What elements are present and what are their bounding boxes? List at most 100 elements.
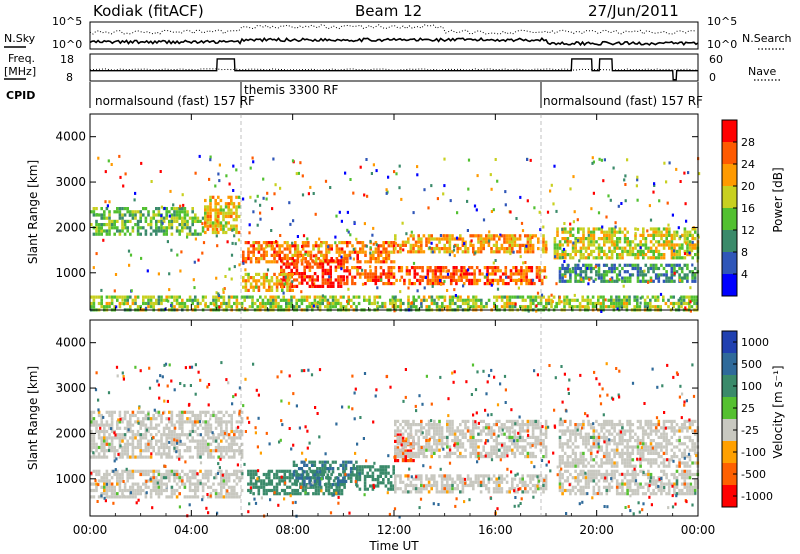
heatmap-cell	[235, 298, 239, 302]
heatmap-cell	[639, 301, 642, 305]
heatmap-cell	[623, 298, 626, 302]
heatmap-cell	[384, 471, 388, 475]
heatmap-cell	[144, 455, 148, 459]
heatmap-cell	[372, 226, 375, 230]
heatmap-cell	[173, 449, 176, 453]
heatmap-cell	[366, 471, 369, 475]
heatmap-cell	[649, 249, 653, 253]
heatmap-cell	[92, 445, 96, 450]
heatmap-cell	[404, 451, 407, 455]
heatmap-cell	[452, 278, 456, 282]
heatmap-cell	[693, 301, 696, 306]
heatmap-cell	[139, 488, 142, 493]
heatmap-cell	[693, 279, 697, 283]
heatmap-cell	[134, 420, 137, 424]
heatmap-cell	[175, 226, 179, 230]
heatmap-cell	[252, 485, 255, 489]
heatmap-cell	[238, 436, 241, 440]
heatmap-cell	[505, 419, 509, 423]
heatmap-cell	[492, 250, 496, 254]
heatmap-cell	[407, 423, 410, 427]
heatmap-cell	[95, 426, 98, 430]
heatmap-cell	[339, 473, 343, 477]
heatmap-cell	[428, 305, 431, 309]
heatmap-cell	[95, 423, 98, 427]
heatmap-cell	[282, 268, 286, 272]
heatmap-cell	[620, 298, 623, 302]
heatmap-cell	[636, 263, 640, 267]
heatmap-cell	[639, 270, 642, 274]
heatmap-cell	[511, 419, 514, 423]
heatmap-cell	[443, 279, 446, 283]
heatmap-cell	[556, 230, 559, 234]
heatmap-cell	[511, 439, 514, 443]
heatmap-cell	[387, 273, 390, 277]
heatmap-cell	[686, 266, 689, 271]
heatmap-cell	[462, 284, 465, 288]
heatmap-cell	[540, 293, 544, 297]
heatmap-cell	[356, 253, 359, 257]
heatmap-cell	[345, 275, 349, 279]
heatmap-cell	[561, 249, 564, 253]
heatmap-cell	[686, 276, 689, 280]
heatmap-cell	[438, 237, 441, 241]
heatmap-cell	[165, 229, 168, 233]
heatmap-cell	[477, 439, 480, 443]
heatmap-cell	[97, 213, 101, 217]
heatmap-cell	[264, 301, 267, 306]
heatmap-cell	[126, 295, 129, 299]
heatmap-cell	[283, 492, 287, 496]
heatmap-cell	[605, 237, 609, 241]
heatmap-cell	[297, 473, 301, 477]
heatmap-cell	[134, 413, 137, 418]
heatmap-cell	[201, 229, 205, 233]
heatmap-cell	[326, 298, 330, 302]
heatmap-cell	[520, 272, 523, 276]
heatmap-cell	[118, 472, 122, 477]
heatmap-cell	[247, 472, 250, 477]
heatmap-cell	[526, 234, 530, 238]
heatmap-cell	[526, 237, 530, 241]
heatmap-cell	[308, 278, 312, 282]
heatmap-cell	[618, 263, 622, 267]
heatmap-cell	[324, 179, 328, 183]
heatmap-cell	[453, 445, 457, 449]
heatmap-cell	[441, 305, 444, 309]
heatmap-cell	[434, 282, 437, 286]
heatmap-cell	[569, 279, 572, 283]
heatmap-cell	[469, 429, 472, 433]
heatmap-cell	[678, 263, 681, 267]
heatmap-cell	[438, 432, 441, 436]
heatmap-cell	[426, 282, 430, 286]
heatmap-cell	[168, 426, 171, 430]
heatmap-cell	[372, 242, 375, 246]
heatmap-cell	[175, 469, 179, 473]
heatmap-cell	[206, 221, 209, 225]
heatmap-cell	[694, 243, 697, 247]
heatmap-cell	[387, 465, 390, 469]
heatmap-cell	[430, 237, 433, 241]
heatmap-cell	[147, 298, 150, 302]
heatmap-cell	[459, 445, 462, 449]
heatmap-cell	[680, 276, 684, 280]
heatmap-cell	[97, 495, 101, 499]
heatmap-cell	[186, 417, 189, 421]
heatmap-cell	[128, 213, 131, 217]
heatmap-cell	[456, 445, 459, 449]
heatmap-cell	[157, 229, 161, 233]
heatmap-cell	[657, 227, 661, 231]
heatmap-cell	[293, 262, 296, 266]
heatmap-cell	[97, 436, 101, 440]
heatmap-cell	[193, 286, 196, 290]
heatmap-cell	[691, 233, 694, 237]
heatmap-cell	[352, 467, 356, 471]
heatmap-cell	[139, 219, 142, 223]
heatmap-cell	[220, 423, 223, 427]
heatmap-cell	[349, 473, 353, 477]
heatmap-cell	[318, 237, 321, 241]
heatmap-cell	[404, 490, 407, 494]
heatmap-cell	[361, 247, 365, 251]
heatmap-cell	[396, 250, 400, 254]
heatmap-cell	[420, 451, 423, 455]
heatmap-cell	[278, 469, 281, 473]
